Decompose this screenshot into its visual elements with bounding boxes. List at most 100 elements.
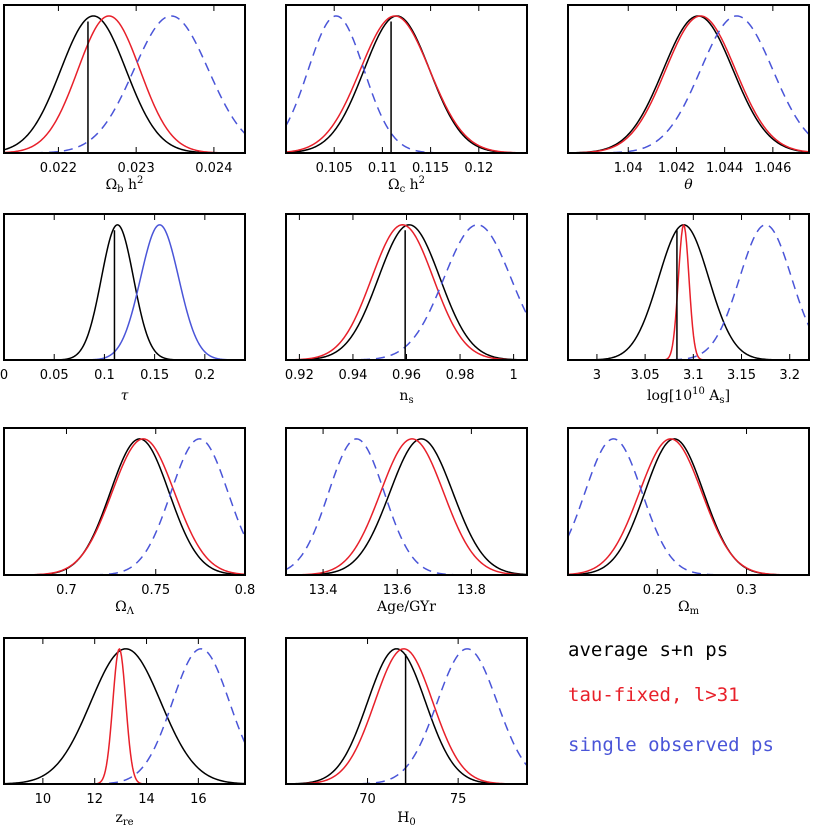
series-line-single (4, 15, 245, 153)
panel-tau-curves (4, 224, 245, 360)
panel-ns-frame (285, 213, 528, 361)
series-line-taufixed (286, 15, 527, 153)
x-tick-label: 16 (190, 792, 207, 807)
panel-ns-ticks: 0.92 0.94 0.96 0.98 1 (285, 214, 518, 383)
panel-log-as-xlabel: log[1010 As] (647, 386, 730, 406)
x-tick-label: 0.11 (368, 161, 397, 176)
x-tick-label: 0 (0, 368, 8, 383)
x-tick-label: 13.4 (309, 583, 338, 598)
x-tick-label: 0.024 (195, 161, 232, 176)
panel-age-curves (286, 438, 527, 575)
x-tick-label: 0.96 (392, 368, 421, 383)
series-line-average (286, 224, 527, 360)
panel-omega-m-curves (568, 438, 809, 575)
legend-entry-single: single observed ps (568, 734, 774, 756)
x-tick-label: 0.94 (338, 368, 367, 383)
x-tick-label: 0.105 (316, 161, 353, 176)
x-tick-label: 1.042 (658, 161, 695, 176)
panel-omega-b-frame (3, 4, 246, 154)
x-tick-label: 0.15 (140, 368, 169, 383)
x-tick-label: 0.1 (94, 368, 115, 383)
series-line-taufixed (4, 648, 245, 784)
x-tick-label: 0.98 (446, 368, 475, 383)
panel-tau-ticks: 0 0.05 0.1 0.15 0.2 (0, 214, 215, 383)
series-line-taufixed (286, 224, 527, 360)
x-tick-label: 0.3 (736, 583, 757, 598)
panel-omega-c-frame (285, 4, 528, 154)
panel-zre: 10 12 14 16 zre (3, 637, 246, 828)
legend-entry-average: average s+n ps (568, 639, 728, 661)
series-line-single (568, 224, 809, 360)
series-line-single (286, 648, 527, 784)
series-line-taufixed (4, 438, 245, 575)
x-tick-label: 13.6 (383, 583, 412, 598)
legend-entry-taufixed: tau-fixed, l>31 (568, 684, 740, 706)
panel-tau: 0 0.05 0.1 0.15 0.2 τ (0, 213, 246, 404)
panel-omega-lambda: 0.7 0.75 0.8 ΩΛ (3, 427, 255, 617)
panel-h0-xlabel: H0 (397, 810, 416, 828)
panel-log-as-ticks: 3 3.05 3.1 3.15 3.2 (593, 214, 800, 383)
panel-omega-m: 0.25 0.3 Ωm (567, 427, 810, 617)
series-line-average (568, 224, 809, 360)
panel-h0: 70 75 H0 (285, 637, 528, 828)
panel-omega-c-xlabel: Ωc h2 (388, 175, 425, 195)
series-line-taufixed (568, 15, 809, 153)
x-tick-label: 1 (509, 368, 517, 383)
x-tick-label: 12 (86, 792, 103, 807)
panel-theta: 1.04 1.042 1.044 1.046 θ (567, 4, 810, 193)
x-tick-label: 0.8 (235, 583, 256, 598)
series-line-single (4, 648, 245, 784)
panel-age-xlabel: Age/GYr (376, 599, 436, 615)
panel-omega-b-curves (4, 15, 245, 153)
x-tick-label: 3.2 (779, 368, 800, 383)
panel-omega-lambda-ticks: 0.7 0.75 0.8 (56, 428, 255, 598)
panel-omega-c-curves (286, 15, 527, 153)
panel-age-frame (285, 427, 528, 576)
panel-zre-ticks: 10 12 14 16 (35, 638, 207, 807)
panel-ns-xlabel: ns (399, 388, 413, 406)
series-line-average (4, 438, 245, 575)
x-tick-label: 0.2 (194, 368, 215, 383)
panel-omega-m-frame (567, 427, 810, 576)
x-tick-label: 0.022 (40, 161, 77, 176)
panel-log-as-frame (567, 213, 810, 361)
x-tick-label: 3.05 (631, 368, 660, 383)
x-tick-label: 3 (593, 368, 601, 383)
x-tick-label: 3.15 (727, 368, 756, 383)
series-line-single_tau (4, 224, 245, 360)
panel-omega-c-ticks: 0.105 0.11 0.115 0.12 (316, 5, 493, 176)
panel-ns-curves (286, 224, 527, 360)
series-line-taufixed (568, 438, 809, 575)
panel-omega-lambda-frame (3, 427, 246, 576)
panel-h0-curves (286, 648, 527, 784)
panel-omega-m-ticks: 0.25 0.3 (643, 428, 757, 598)
series-line-average (568, 15, 809, 153)
panel-h0-ticks: 70 75 (359, 638, 466, 807)
series-line-average (4, 15, 245, 153)
panel-omega-b-ticks: 0.022 0.023 0.024 (40, 5, 233, 176)
series-line-taufixed (286, 648, 527, 784)
panel-age: 13.4 13.6 13.8 Age/GYr (285, 427, 528, 615)
panel-omega-c: 0.105 0.11 0.115 0.12 Ωc h2 (285, 4, 528, 195)
panel-tau-frame (3, 213, 246, 361)
panel-omega-lambda-xlabel: ΩΛ (115, 599, 135, 617)
panel-zre-curves (4, 648, 245, 784)
x-tick-label: 1.044 (706, 161, 743, 176)
panel-log-as-curves (568, 224, 809, 360)
series-line-average (286, 15, 527, 153)
series-line-average (286, 438, 527, 575)
series-line-single (4, 438, 245, 575)
series-line-average (4, 648, 245, 784)
series-line-single (286, 224, 527, 360)
x-tick-label: 14 (138, 792, 155, 807)
series-line-taufixed (568, 224, 809, 360)
series-line-single (286, 438, 527, 575)
x-tick-label: 0.92 (285, 368, 314, 383)
series-line-single (286, 15, 527, 153)
panel-log-as: 3 3.05 3.1 3.15 3.2 log[1010 As] (567, 213, 810, 406)
x-tick-label: 75 (450, 792, 467, 807)
panel-theta-xlabel: θ (684, 177, 693, 193)
panel-omega-lambda-curves (4, 438, 245, 575)
x-tick-label: 0.25 (643, 583, 672, 598)
